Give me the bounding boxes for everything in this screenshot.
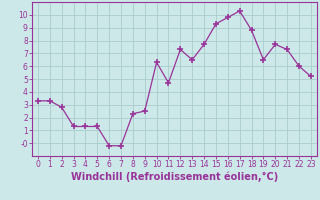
X-axis label: Windchill (Refroidissement éolien,°C): Windchill (Refroidissement éolien,°C) [71,172,278,182]
